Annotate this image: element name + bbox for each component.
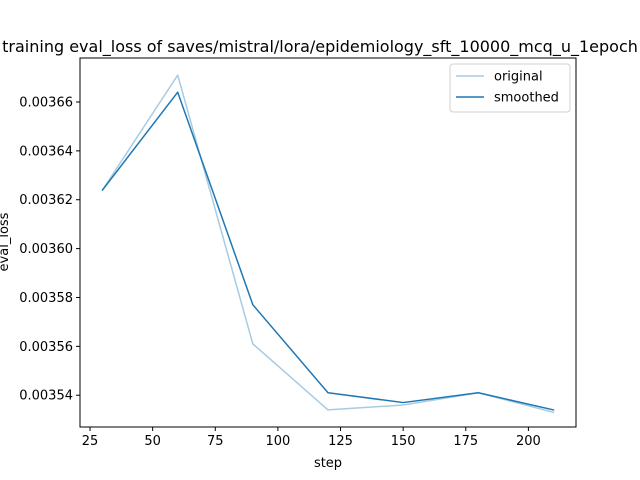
x-tick-label: 200 <box>516 434 541 449</box>
x-tick-label: 175 <box>453 434 478 449</box>
y-tick-label: 0.00358 <box>19 291 73 306</box>
series-line-original <box>101 74 555 414</box>
y-tick-label: 0.00356 <box>19 340 73 355</box>
y-axis-title: eval_loss <box>0 212 12 271</box>
y-tick-label: 0.00366 <box>19 95 73 110</box>
x-tick-label: 50 <box>144 434 161 449</box>
x-tick-label: 100 <box>265 434 290 449</box>
chart-title: training eval_loss of saves/mistral/lora… <box>2 37 638 57</box>
legend: original smoothed <box>449 63 571 113</box>
y-tick-label: 0.00360 <box>19 242 73 257</box>
legend-label-smoothed: smoothed <box>494 91 559 106</box>
x-tick-label: 25 <box>82 434 99 449</box>
y-tick-label: 0.00354 <box>19 389 73 404</box>
y-axis: 0.00354 0.00356 0.00358 0.00360 0.00362 0.003… <box>19 95 80 404</box>
legend-label-original: original <box>494 70 543 85</box>
series-line-smoothed <box>101 91 555 411</box>
x-tick-label: 150 <box>391 434 416 449</box>
x-tick-label: 125 <box>328 434 353 449</box>
y-tick-label: 0.00364 <box>19 144 73 159</box>
x-tick-label: 75 <box>207 434 224 449</box>
x-axis-title: step <box>314 456 342 471</box>
x-axis: 25 50 75 100 125 150 175 200 <box>82 427 541 449</box>
y-tick-label: 0.00362 <box>19 193 73 208</box>
plot-frame <box>79 57 577 428</box>
plot-area <box>101 74 555 414</box>
